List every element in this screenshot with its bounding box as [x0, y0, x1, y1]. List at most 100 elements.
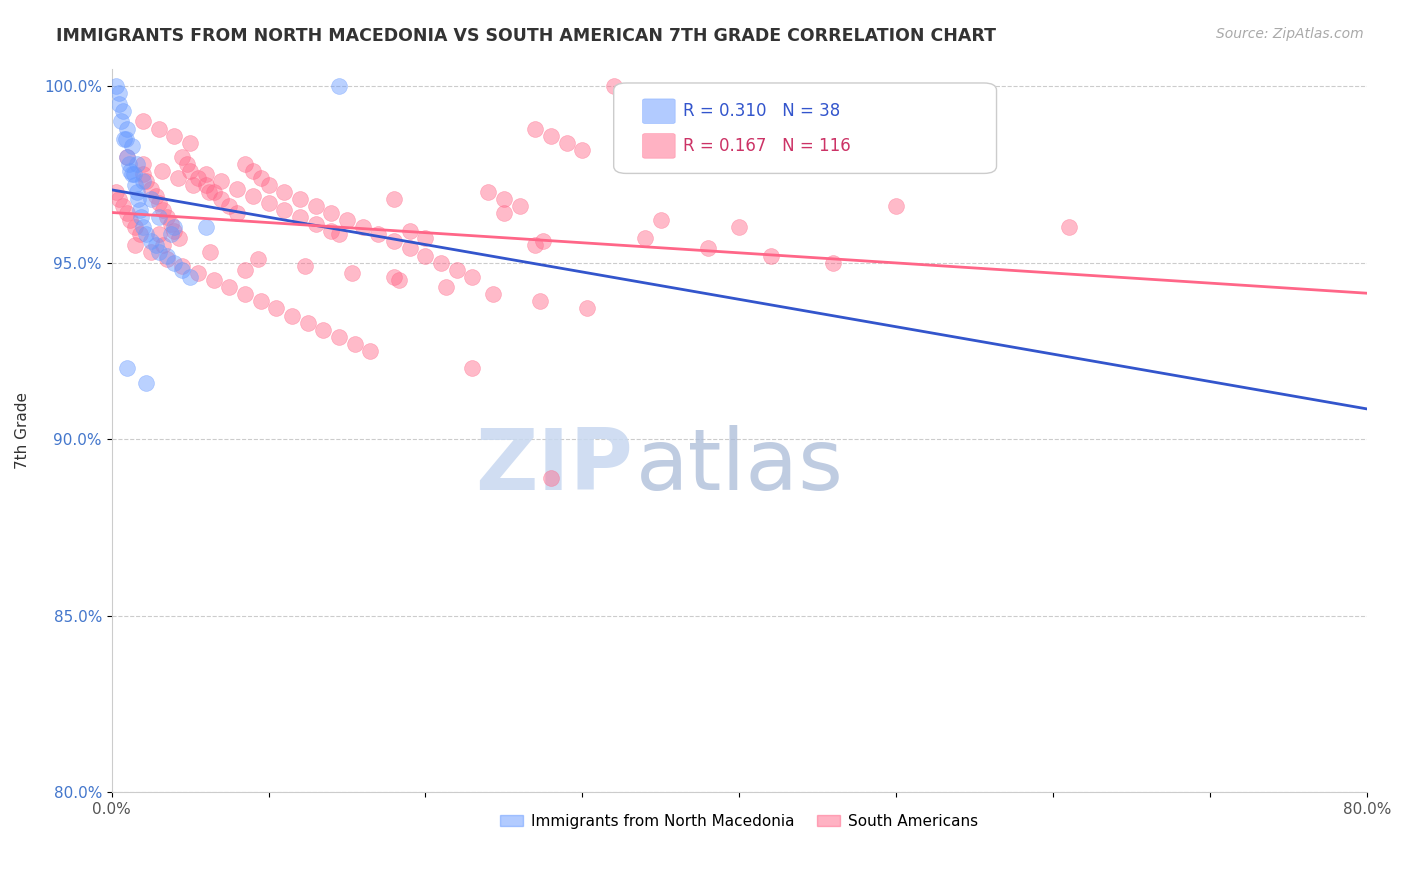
Point	[218, 280, 240, 294]
Text: atlas: atlas	[637, 425, 844, 508]
Point	[382, 192, 405, 206]
Point	[571, 143, 593, 157]
Point	[117, 361, 139, 376]
Point	[328, 329, 350, 343]
Point	[114, 132, 136, 146]
Point	[540, 128, 562, 143]
Point	[388, 273, 411, 287]
Point	[226, 181, 249, 195]
Point	[650, 213, 672, 227]
Point	[132, 157, 155, 171]
Point	[759, 248, 782, 262]
Point	[461, 361, 484, 376]
Point	[312, 323, 335, 337]
Point	[246, 252, 269, 266]
Point	[163, 224, 186, 238]
Point	[884, 199, 907, 213]
Point	[179, 164, 201, 178]
Point	[117, 150, 139, 164]
Point	[150, 164, 173, 178]
Point	[139, 181, 162, 195]
Point	[139, 192, 162, 206]
Point	[477, 185, 499, 199]
Point	[482, 287, 505, 301]
FancyBboxPatch shape	[643, 99, 675, 123]
Point	[139, 245, 162, 260]
Point	[257, 195, 280, 210]
Point	[321, 206, 343, 220]
Point	[148, 227, 170, 242]
Point	[167, 231, 190, 245]
Point	[273, 202, 295, 217]
Point	[343, 336, 366, 351]
Point	[118, 157, 141, 171]
Point	[117, 150, 139, 164]
Point	[415, 231, 437, 245]
Point	[382, 269, 405, 284]
Point	[131, 210, 153, 224]
Point	[124, 220, 146, 235]
Point	[135, 174, 157, 188]
Point	[242, 164, 264, 178]
Point	[273, 185, 295, 199]
Point	[209, 192, 232, 206]
Point	[148, 121, 170, 136]
Point	[160, 227, 183, 242]
Point	[139, 235, 162, 249]
Point	[398, 224, 420, 238]
Point	[233, 157, 256, 171]
Point	[176, 157, 198, 171]
FancyBboxPatch shape	[613, 83, 997, 173]
Point	[155, 248, 177, 262]
Y-axis label: 7th Grade: 7th Grade	[15, 392, 30, 468]
Point	[172, 259, 194, 273]
Point	[634, 231, 657, 245]
Point	[304, 217, 326, 231]
Point	[179, 136, 201, 150]
Point	[194, 168, 217, 182]
Point	[540, 471, 562, 485]
Text: R = 0.167   N = 116: R = 0.167 N = 116	[683, 137, 851, 155]
Point	[233, 287, 256, 301]
Point	[294, 259, 316, 273]
Point	[434, 280, 457, 294]
Point	[132, 168, 155, 182]
Point	[266, 301, 288, 316]
Point	[340, 266, 363, 280]
Point	[181, 178, 204, 192]
Point	[152, 202, 174, 217]
Point	[145, 238, 167, 252]
Point	[281, 309, 304, 323]
Point	[172, 150, 194, 164]
Point	[202, 185, 225, 199]
Point	[226, 206, 249, 220]
Point	[108, 87, 131, 101]
Point	[367, 227, 389, 242]
Point	[382, 235, 405, 249]
Point	[200, 245, 222, 260]
Point	[163, 128, 186, 143]
Point	[125, 185, 148, 199]
Point	[602, 79, 624, 94]
Point	[172, 262, 194, 277]
Point	[398, 242, 420, 256]
Point	[336, 213, 359, 227]
Point	[187, 266, 209, 280]
Point	[218, 199, 240, 213]
Point	[288, 210, 311, 224]
Point	[132, 174, 155, 188]
Point	[120, 164, 142, 178]
Point	[117, 121, 139, 136]
Point	[155, 252, 177, 266]
Point	[148, 210, 170, 224]
Point	[233, 262, 256, 277]
Point	[492, 192, 515, 206]
Point	[128, 227, 150, 242]
Point	[461, 269, 484, 284]
Text: R = 0.310   N = 38: R = 0.310 N = 38	[683, 103, 839, 120]
Point	[125, 157, 148, 171]
Point	[112, 132, 135, 146]
Point	[111, 199, 134, 213]
Point	[576, 301, 599, 316]
Point	[304, 199, 326, 213]
